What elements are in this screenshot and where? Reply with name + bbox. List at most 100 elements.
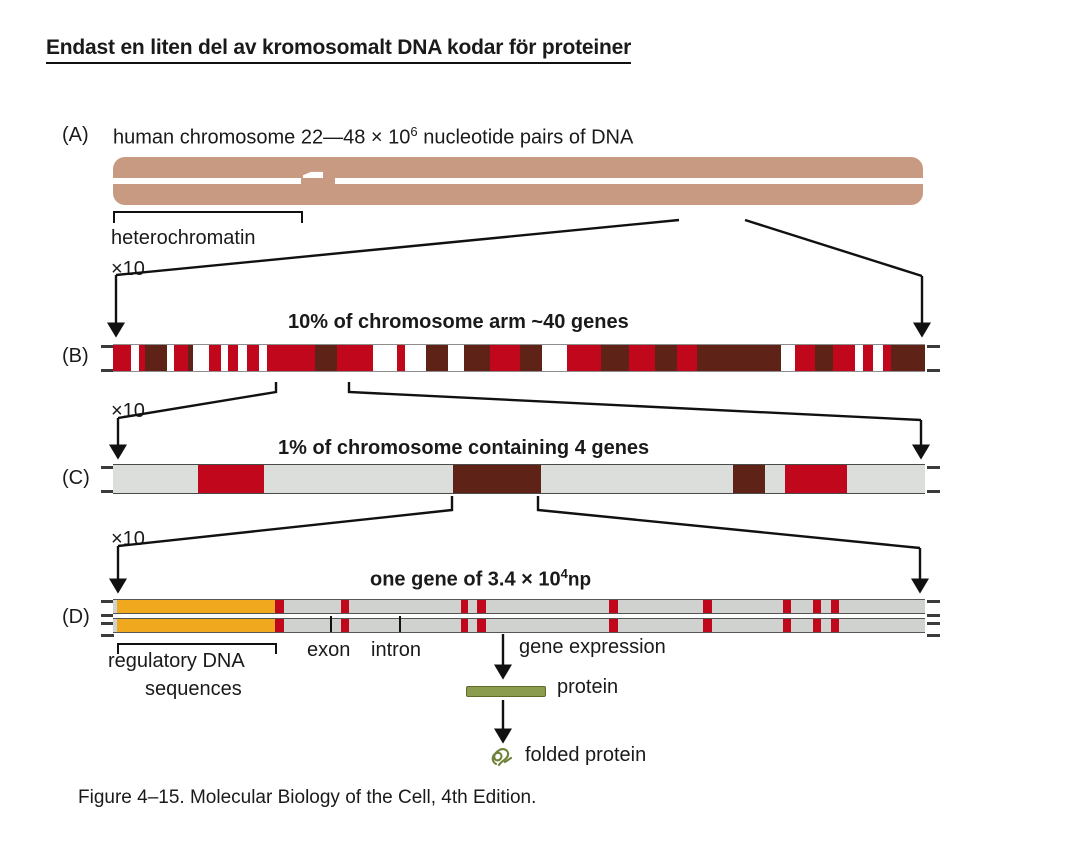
regulatory-dna-bracket — [117, 643, 277, 654]
panel-b-heading: 10% of chromosome arm ~40 genes — [288, 311, 629, 333]
gene-block — [785, 465, 847, 493]
zoom-label-a: ×10 — [111, 258, 145, 280]
panel-d-right-dash-1 — [927, 600, 940, 603]
band-segment — [542, 345, 567, 371]
panel-d-left-dash-1 — [101, 600, 114, 603]
band-segment — [629, 345, 655, 371]
band-segment — [448, 345, 464, 371]
panel-b-left-dash-bottom — [101, 369, 114, 372]
band-segment — [139, 345, 145, 371]
band-segment — [464, 345, 490, 371]
panel-letter-b: (B) — [62, 345, 89, 367]
exon-block — [609, 619, 618, 632]
band-segment — [113, 345, 131, 371]
band-segment — [863, 345, 873, 371]
band-segment — [655, 345, 677, 371]
exon-block — [813, 600, 821, 613]
band-segment — [567, 345, 601, 371]
band-segment — [397, 345, 405, 371]
exon-block — [831, 619, 839, 632]
panel-d-right-dash-4 — [927, 634, 940, 637]
band-segment — [697, 345, 723, 371]
panel-d-right-dash-3 — [927, 622, 940, 625]
panel-b-right-dash-bottom — [927, 369, 940, 372]
band-segment — [815, 345, 833, 371]
exon-block — [275, 619, 284, 632]
exon-block — [461, 619, 468, 632]
panel-letter-c: (C) — [62, 467, 90, 489]
connector-a-to-b-right — [744, 218, 923, 278]
panel-d-heading-exponent: 4 — [560, 566, 568, 581]
heterochromatin-label: heterochromatin — [111, 227, 256, 249]
gene-expression-label: gene expression — [519, 636, 666, 658]
exon-block — [341, 619, 349, 632]
regulatory-dna-label-line1: regulatory DNA — [108, 650, 245, 672]
exon-label: exon — [307, 639, 351, 661]
exon-block — [783, 619, 791, 632]
exon-block — [341, 600, 349, 613]
chromosome-segment-map-c — [113, 464, 925, 494]
band-segment — [247, 345, 259, 371]
panel-d-right-dash-2 — [927, 614, 940, 617]
chromosome-22-diagram — [113, 157, 923, 205]
band-segment — [131, 345, 139, 371]
band-segment — [873, 345, 883, 371]
dna-strand-gap — [113, 614, 925, 618]
exon-block — [813, 619, 821, 632]
exon-block — [831, 600, 839, 613]
connector-c-to-d-left — [117, 496, 454, 548]
exon-block — [477, 619, 486, 632]
band-segment — [193, 345, 209, 371]
band-segment — [520, 345, 542, 371]
panel-b-left-dash-top — [101, 345, 114, 348]
band-segment — [405, 345, 426, 371]
gene-block — [733, 465, 765, 493]
band-segment — [337, 345, 373, 371]
protein-bar-icon — [466, 686, 546, 697]
gene-block — [198, 465, 264, 493]
band-segment — [677, 345, 697, 371]
intron-label: intron — [371, 639, 422, 661]
exon-block — [477, 600, 486, 613]
zoom-label-b: ×10 — [111, 400, 145, 422]
band-segment — [267, 345, 315, 371]
band-segment — [167, 345, 174, 371]
band-segment — [315, 345, 337, 371]
panel-a-heading: human chromosome 22—48 × 106 nucleotide … — [113, 124, 633, 150]
figure-caption: Figure 4–15. Molecular Biology of the Ce… — [78, 787, 537, 808]
exon-block — [275, 600, 284, 613]
chromatid-split-line — [113, 178, 923, 184]
exon-block — [461, 600, 468, 613]
band-segment — [781, 345, 795, 371]
panel-b-right-dash-top — [927, 345, 940, 348]
band-segment — [883, 345, 891, 371]
panel-d-heading-times: × 10 — [521, 568, 561, 591]
page-title: Endast en liten del av kromosomalt DNA k… — [46, 36, 631, 64]
connector-c-to-d-right — [536, 496, 921, 550]
band-segment — [259, 345, 267, 371]
panel-c-left-dash-top — [101, 466, 114, 469]
panel-d-left-dash-2 — [101, 614, 114, 617]
panel-d-heading: one gene of 3.4 × 104np — [370, 566, 591, 592]
gene-block — [453, 465, 541, 493]
connector-b-to-c-right — [347, 382, 922, 422]
band-segment — [188, 345, 193, 371]
band-segment — [601, 345, 629, 371]
panel-c-right-dash-bottom — [927, 490, 940, 493]
band-segment — [855, 345, 863, 371]
folded-protein-icon — [489, 744, 515, 770]
band-segment — [238, 345, 247, 371]
band-segment — [174, 345, 188, 371]
panel-d-left-dash-3 — [101, 622, 114, 625]
band-segment — [795, 345, 815, 371]
panel-letter-d: (D) — [62, 606, 90, 628]
regulatory-dna-region — [117, 619, 275, 632]
regulatory-dna-region — [117, 600, 275, 613]
gene-structure-map-d — [113, 599, 925, 633]
panel-a-heading-suffix: nucleotide pairs of DNA — [417, 126, 634, 149]
band-segment — [209, 345, 221, 371]
dna-strand-bottom — [113, 618, 925, 633]
panel-c-heading: 1% of chromosome containing 4 genes — [278, 437, 650, 459]
band-segment — [221, 345, 228, 371]
